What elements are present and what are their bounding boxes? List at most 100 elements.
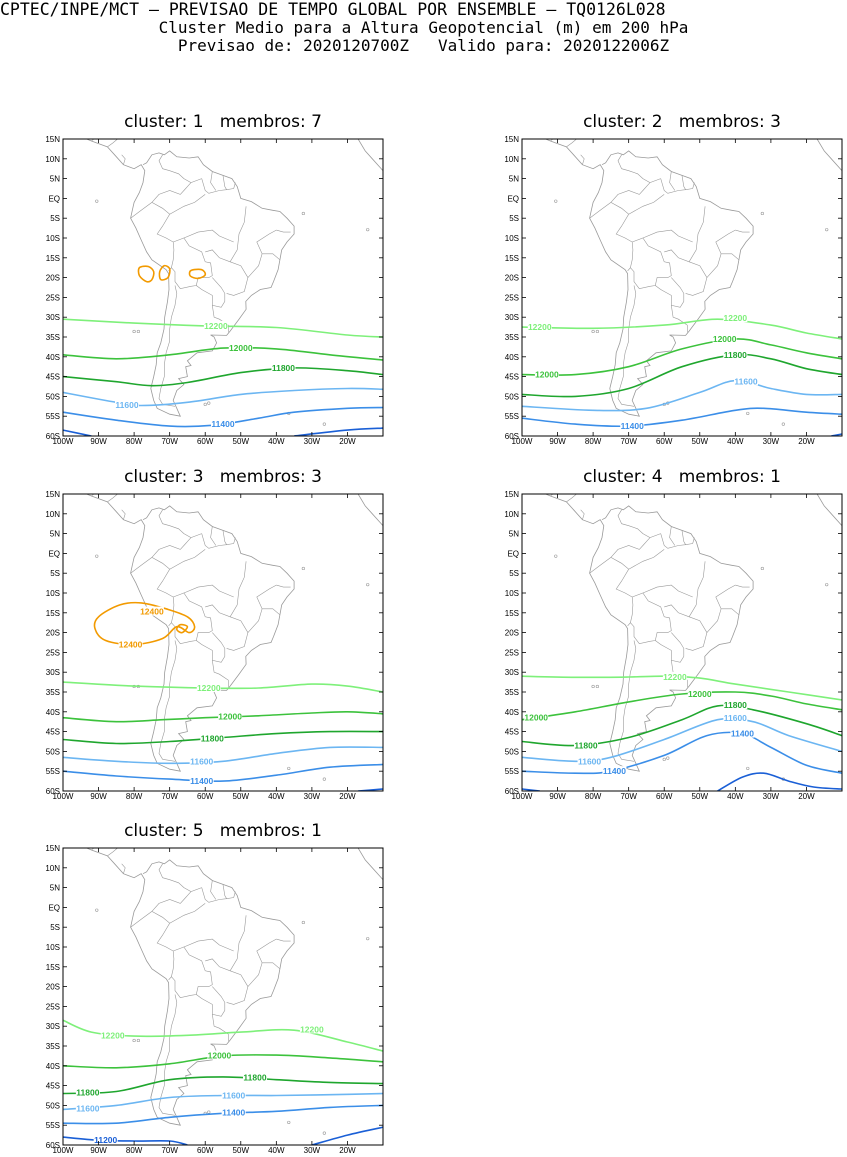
lon-tick-label: 20W (798, 792, 815, 801)
country-border (151, 202, 175, 272)
contour-12400 (188, 268, 207, 280)
lon-tick-label: 40W (268, 1146, 285, 1155)
lon-tick-label: 80W (126, 437, 143, 446)
lon-tick-label: 60W (656, 437, 673, 446)
contour-11600 (522, 717, 842, 763)
country-border (706, 584, 736, 633)
lat-tick-label: 40S (46, 353, 60, 362)
lat-tick-label: 50S (46, 747, 60, 756)
lat-tick-label: 30S (46, 668, 60, 677)
lat-tick-label: 55S (46, 767, 60, 776)
contour-11600 (63, 746, 383, 765)
lon-tick-label: 40W (268, 792, 285, 801)
lat-tick-label: 30S (46, 1022, 60, 1031)
contour-label: 11600 (190, 756, 213, 766)
lat-tick-label: 55S (505, 412, 519, 421)
lat-tick-label: 10S (505, 589, 519, 598)
lat-tick-label: 15S (505, 254, 519, 263)
country-border (171, 946, 213, 999)
country-border (107, 848, 118, 857)
lon-tick-label: 20W (339, 1146, 356, 1155)
country-border (158, 640, 178, 762)
country-border (205, 604, 249, 651)
country-border (681, 175, 686, 190)
lat-tick-label: 10S (46, 234, 60, 243)
lon-tick-label: 30W (304, 792, 321, 801)
country-border (247, 938, 277, 987)
contour-label: 12000 (713, 334, 737, 344)
contour-label: 12000 (218, 712, 242, 722)
lat-tick-label: 20S (505, 274, 519, 283)
lat-tick-label: 20S (505, 629, 519, 638)
lon-tick-label: 70W (161, 1146, 178, 1155)
country-border (196, 986, 226, 1017)
lat-tick-label: 5S (509, 569, 519, 578)
contour-12200 (522, 318, 842, 340)
contour-label-bg (75, 1087, 100, 1097)
contour-label-bg (189, 776, 214, 786)
country-border (276, 584, 291, 588)
country-border (610, 202, 634, 272)
contour-label-bg (196, 683, 221, 693)
lon-tick-label: 40W (268, 437, 285, 446)
country-border (183, 938, 234, 952)
country-border (121, 509, 126, 520)
island (95, 199, 99, 203)
contour-label-bg (139, 606, 164, 616)
contour-label: 11600 (76, 1104, 99, 1114)
lon-tick-label: 100W (53, 792, 74, 801)
country-border (169, 549, 206, 570)
country-border (580, 154, 585, 165)
contour-label: 12400 (140, 607, 164, 617)
contour-label-bg (243, 1072, 267, 1082)
island (287, 766, 291, 771)
country-border (580, 509, 585, 520)
island (301, 211, 305, 216)
country-border (655, 277, 685, 308)
contour-label-bg (723, 713, 748, 723)
map-panel-5: 12200 12200 12000 11800 11800 11600 11600 11400… (45, 844, 384, 1155)
lat-tick-label: 15N (45, 844, 60, 853)
lat-tick-label: 60S (505, 787, 519, 796)
island (301, 566, 305, 571)
contour-label-bg (527, 322, 552, 332)
country-border (196, 277, 226, 308)
lat-tick-label: 25S (46, 293, 60, 302)
contour-label-bg (524, 712, 549, 722)
island (662, 757, 666, 761)
lon-tick-label: 50W (692, 437, 709, 446)
lat-tick-label: EQ (507, 194, 519, 203)
lat-tick-label: 15S (46, 963, 60, 972)
lat-tick-label: 45S (505, 728, 519, 737)
lat-tick-label: 10N (45, 155, 60, 164)
lat-tick-label: 60S (46, 787, 60, 796)
country-border (151, 911, 175, 981)
contour-label: 11400 (603, 766, 626, 776)
contour-label: 11600 (222, 1091, 245, 1101)
island (132, 329, 136, 334)
lat-tick-label: 10N (504, 155, 519, 164)
lat-tick-label: 55S (46, 1121, 60, 1130)
country-border (669, 171, 676, 191)
lat-tick-label: 50S (46, 392, 60, 401)
contour-label: 11400 (190, 776, 213, 786)
contour-label: 11600 (578, 756, 601, 766)
country-border (589, 533, 661, 574)
contour-label-bg (75, 1103, 100, 1113)
country-border (169, 194, 206, 215)
lat-tick-label: 5S (50, 214, 60, 223)
coastline-africa (816, 494, 842, 526)
coastline (544, 139, 754, 417)
country-border (210, 880, 217, 900)
contour-12200 (63, 318, 383, 338)
country-border (151, 557, 175, 627)
lon-tick-label: 90W (549, 437, 566, 446)
lat-tick-label: 55S (505, 767, 519, 776)
contour-11400 (63, 406, 383, 428)
contour-label-bg (712, 333, 737, 343)
country-border (222, 175, 227, 190)
island (595, 684, 599, 689)
lat-tick-label: 5S (509, 214, 519, 223)
lat-tick-label: 5S (50, 923, 60, 932)
lat-tick-label: 25S (505, 293, 519, 302)
